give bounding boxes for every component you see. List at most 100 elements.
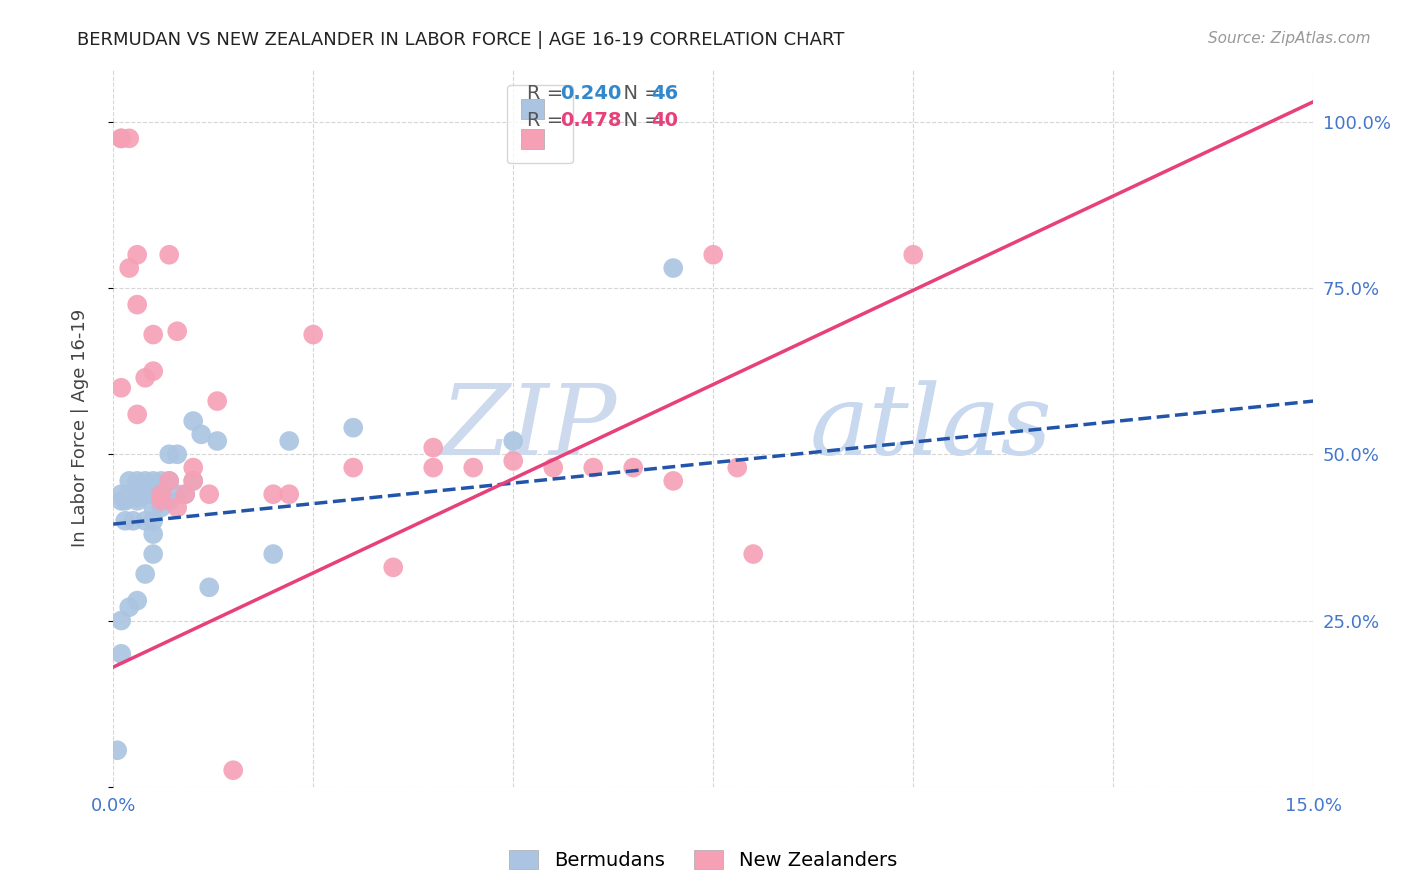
Point [142, 547, 165, 561]
Point [582, 460, 605, 475]
Point [463, 460, 485, 475]
Text: 46: 46 [651, 84, 678, 103]
Point [278, 487, 301, 501]
Point [262, 547, 284, 561]
Text: R =: R = [527, 84, 569, 103]
Point [114, 493, 136, 508]
Point [342, 460, 364, 475]
Point [157, 248, 180, 262]
Text: 0.478: 0.478 [560, 111, 621, 130]
Point [198, 487, 221, 501]
Point [118, 491, 141, 505]
Y-axis label: In Labor Force | Age 16-19: In Labor Force | Age 16-19 [72, 309, 89, 547]
Point [110, 487, 132, 501]
Point [127, 248, 149, 262]
Legend: Bermudans, New Zealanders: Bermudans, New Zealanders [502, 842, 904, 878]
Point [142, 327, 165, 342]
Point [118, 474, 141, 488]
Point [198, 580, 221, 594]
Text: atlas: atlas [810, 380, 1052, 475]
Point [127, 593, 149, 607]
Point [181, 474, 204, 488]
Text: N =: N = [612, 111, 668, 130]
Point [702, 248, 724, 262]
Text: N =: N = [612, 84, 668, 103]
Point [118, 487, 141, 501]
Point [118, 261, 141, 276]
Point [150, 474, 173, 488]
Point [502, 454, 524, 468]
Point [127, 408, 149, 422]
Point [157, 493, 180, 508]
Point [662, 261, 685, 276]
Point [110, 493, 132, 508]
Point [742, 547, 765, 561]
Point [302, 327, 325, 342]
Point [205, 394, 228, 409]
Legend: , : , [508, 86, 574, 163]
Point [342, 420, 364, 434]
Point [662, 474, 685, 488]
Point [127, 487, 149, 501]
Point [382, 560, 405, 574]
Point [110, 131, 132, 145]
Point [278, 434, 301, 448]
Point [150, 493, 173, 508]
Text: 40: 40 [651, 111, 678, 130]
Point [174, 487, 197, 501]
Point [166, 324, 188, 338]
Point [127, 491, 149, 505]
Point [134, 567, 156, 582]
Text: BERMUDAN VS NEW ZEALANDER IN LABOR FORCE | AGE 16-19 CORRELATION CHART: BERMUDAN VS NEW ZEALANDER IN LABOR FORCE… [77, 31, 845, 49]
Point [157, 474, 180, 488]
Point [114, 514, 136, 528]
Point [142, 514, 165, 528]
Text: R =: R = [527, 111, 569, 130]
Point [118, 131, 141, 145]
Point [903, 248, 925, 262]
Point [150, 500, 173, 515]
Text: Source: ZipAtlas.com: Source: ZipAtlas.com [1208, 31, 1371, 46]
Point [142, 474, 165, 488]
Point [541, 460, 564, 475]
Point [134, 371, 156, 385]
Point [422, 460, 444, 475]
Text: 0.240: 0.240 [560, 84, 621, 103]
Point [150, 487, 173, 501]
Point [110, 647, 132, 661]
Point [110, 381, 132, 395]
Point [142, 500, 165, 515]
Point [118, 600, 141, 615]
Point [142, 527, 165, 541]
Point [166, 500, 188, 515]
Point [725, 460, 748, 475]
Point [127, 298, 149, 312]
Point [422, 441, 444, 455]
Point [157, 474, 180, 488]
Point [502, 434, 524, 448]
Point [110, 614, 132, 628]
Point [174, 487, 197, 501]
Point [127, 474, 149, 488]
Point [150, 487, 173, 501]
Point [110, 131, 132, 145]
Point [181, 474, 204, 488]
Point [190, 427, 212, 442]
Point [157, 447, 180, 461]
Point [262, 487, 284, 501]
Point [205, 434, 228, 448]
Point [142, 487, 165, 501]
Point [127, 493, 149, 508]
Point [105, 743, 128, 757]
Point [166, 487, 188, 501]
Point [181, 460, 204, 475]
Point [181, 414, 204, 428]
Point [134, 514, 156, 528]
Point [166, 447, 188, 461]
Point [142, 364, 165, 378]
Point [222, 763, 245, 777]
Point [134, 474, 156, 488]
Text: ZIP: ZIP [441, 380, 617, 475]
Point [621, 460, 644, 475]
Point [134, 487, 156, 501]
